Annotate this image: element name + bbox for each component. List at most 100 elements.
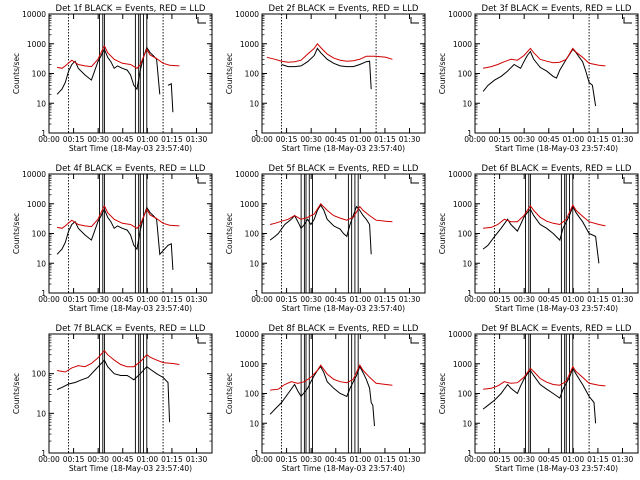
x-tick-label: 01:00 xyxy=(563,455,585,464)
y-tick-label: 1 xyxy=(254,449,259,458)
x-tick-label: 01:00 xyxy=(563,135,585,144)
chart-title: Det 9f BLACK = Events, RED = LLD xyxy=(482,324,632,334)
x-tick-label: 01:00 xyxy=(137,295,159,304)
chart-title: Det 4f BLACK = Events, RED = LLD xyxy=(56,164,206,174)
x-tick-label: 01:15 xyxy=(587,295,609,304)
lld-series-line xyxy=(266,42,393,63)
chart-panel: Det 9f BLACK = Events, RED = LLD 1 10 100 10… xyxy=(438,324,639,473)
x-tick-label: 01:30 xyxy=(399,455,421,464)
x-tick-label: 00:00 xyxy=(251,295,273,304)
y-tick-label: 100 xyxy=(245,390,260,399)
lld-series-line xyxy=(57,349,180,373)
x-tick-label: 00:15 xyxy=(276,455,298,464)
y-axis-label: Counts/sec xyxy=(225,213,234,254)
y-tick-label: 10 xyxy=(462,99,472,108)
y-tick-label: 10 xyxy=(36,409,46,418)
x-tick-label: 00:15 xyxy=(63,135,85,144)
plot-frame xyxy=(261,13,426,134)
x-tick-label: 00:45 xyxy=(538,295,560,304)
x-tick-label: 01:15 xyxy=(374,295,396,304)
plot-frame xyxy=(261,333,426,454)
y-tick-label: 10000 xyxy=(22,10,46,19)
x-tick-label: 00:45 xyxy=(112,295,134,304)
y-tick-label: 100 xyxy=(458,70,473,79)
x-tick-label: 00:00 xyxy=(38,135,60,144)
x-tick-label: 00:15 xyxy=(63,295,85,304)
x-tick-label: 01:30 xyxy=(186,135,208,144)
plot-frame xyxy=(474,13,639,134)
chart-panel: Det 3f BLACK = Events, RED = LLD 1 10 100 10… xyxy=(438,4,639,153)
x-axis-label: Start Time (18-May-03 23:57:40) xyxy=(495,464,618,473)
corner-marker xyxy=(410,17,419,24)
x-tick-label: 01:30 xyxy=(612,295,634,304)
y-tick-label: 100 xyxy=(245,230,260,239)
x-tick-label: 00:30 xyxy=(300,455,322,464)
y-tick-label: 1000 xyxy=(240,40,259,49)
y-tick-label: 10 xyxy=(36,259,46,268)
chart-title: Det 5f BLACK = Events, RED = LLD xyxy=(269,164,419,174)
corner-marker xyxy=(623,17,632,24)
y-tick-label: 10000 xyxy=(448,170,472,179)
lld-series-line xyxy=(269,202,393,225)
y-tick-label: 1000 xyxy=(240,200,259,209)
y-tick-label: 1000 xyxy=(453,200,472,209)
x-tick-label: 00:15 xyxy=(489,295,511,304)
x-tick-label: 00:30 xyxy=(87,135,109,144)
y-tick-label: 1 xyxy=(254,289,259,298)
x-tick-label: 00:15 xyxy=(276,135,298,144)
y-axis-label: Counts/sec xyxy=(12,373,21,414)
plot-frame xyxy=(48,173,213,294)
y-tick-label: 100 xyxy=(32,370,47,379)
chart-panel: Det 1f BLACK = Events, RED = LLD 1 10 100 10… xyxy=(12,4,213,153)
corner-marker xyxy=(197,17,206,24)
x-axis-label: Start Time (18-May-03 23:57:40) xyxy=(495,304,618,313)
chart-title: Det 6f BLACK = Events, RED = LLD xyxy=(482,164,632,174)
y-tick-label: 1 xyxy=(254,129,259,138)
x-axis-label: Start Time (18-May-03 23:57:40) xyxy=(69,304,192,313)
x-tick-label: 00:00 xyxy=(464,295,486,304)
chart-title: Det 7f BLACK = Events, RED = LLD xyxy=(56,324,206,334)
y-tick-label: 10 xyxy=(249,99,259,108)
corner-marker xyxy=(623,177,632,184)
lld-series-line xyxy=(482,47,606,69)
x-tick-label: 00:30 xyxy=(300,295,322,304)
x-tick-label: 00:30 xyxy=(87,455,109,464)
x-axis-label: Start Time (18-May-03 23:57:40) xyxy=(282,144,405,153)
x-tick-label: 00:00 xyxy=(38,295,60,304)
chart-title: Det 8f BLACK = Events, RED = LLD xyxy=(269,324,419,334)
x-tick-label: 00:45 xyxy=(112,455,134,464)
x-axis-label: Start Time (18-May-03 23:57:40) xyxy=(495,144,618,153)
chart-panel: Det 2f BLACK = Events, RED = LLD 1 10 100 10… xyxy=(225,4,426,153)
y-tick-label: 10000 xyxy=(448,10,472,19)
x-tick-label: 00:45 xyxy=(325,455,347,464)
y-tick-label: 10000 xyxy=(448,330,472,339)
y-tick-label: 1 xyxy=(467,289,472,298)
chart-panel: Det 6f BLACK = Events, RED = LLD 1 10 100 10… xyxy=(438,164,639,313)
events-series-line xyxy=(482,205,600,264)
lld-series-line xyxy=(57,44,180,69)
x-tick-label: 01:00 xyxy=(563,295,585,304)
x-axis-label: Start Time (18-May-03 23:57:40) xyxy=(69,464,192,473)
y-axis-label: Counts/sec xyxy=(225,53,234,94)
x-tick-label: 00:15 xyxy=(489,455,511,464)
events-series-line xyxy=(482,48,597,107)
plot-frame xyxy=(48,13,213,134)
x-axis-label: Start Time (18-May-03 23:57:40) xyxy=(282,304,405,313)
x-tick-label: 00:30 xyxy=(513,295,535,304)
events-series-line xyxy=(482,367,597,424)
events-series-line xyxy=(269,365,375,427)
y-tick-label: 1000 xyxy=(27,200,46,209)
chart-panel: Det 7f BLACK = Events, RED = LLD 1 10 100 00… xyxy=(12,324,213,473)
y-tick-label: 1 xyxy=(41,449,46,458)
chart-panel: Det 5f BLACK = Events, RED = LLD 1 10 100 10… xyxy=(225,164,426,313)
lld-series-line xyxy=(270,364,393,391)
x-tick-label: 00:00 xyxy=(251,135,273,144)
chart-panel: Det 8f BLACK = Events, RED = LLD 1 10 100 10… xyxy=(225,324,426,473)
x-tick-label: 00:15 xyxy=(489,135,511,144)
x-tick-label: 00:15 xyxy=(276,295,298,304)
x-tick-label: 01:00 xyxy=(350,295,372,304)
corner-marker xyxy=(197,177,206,184)
x-tick-label: 01:15 xyxy=(587,135,609,144)
x-tick-label: 01:00 xyxy=(350,135,372,144)
